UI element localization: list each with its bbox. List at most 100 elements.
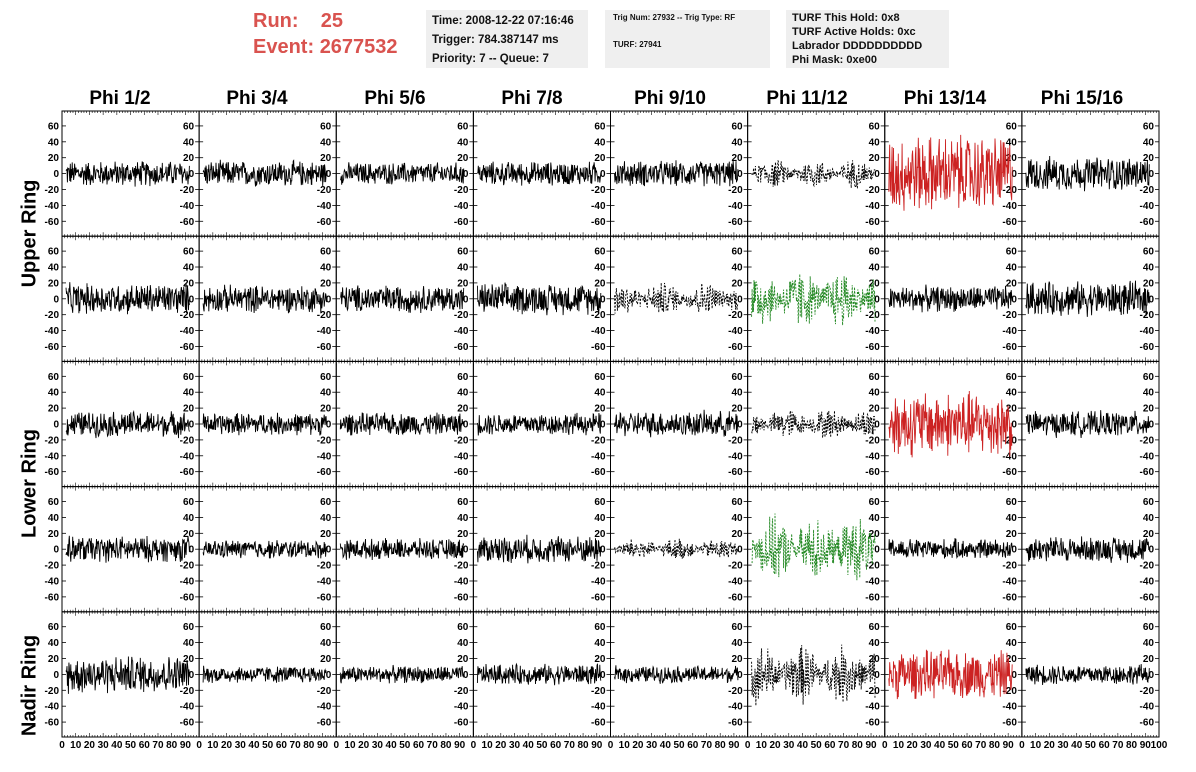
waveform-trace [65, 161, 190, 187]
y-tick-label: 0 [874, 420, 880, 431]
y-tick-label: -60 [1140, 718, 1155, 729]
y-tick-label: -20 [1002, 310, 1017, 321]
y-tick-label: -40 [865, 326, 880, 337]
y-tick-label: 40 [594, 513, 606, 524]
priority-text: Priority: 7 -- Queue: 7 [432, 53, 549, 65]
y-tick-label: 20 [320, 529, 332, 540]
y-tick-label: 0 [463, 294, 469, 305]
y-tick-label: -40 [728, 576, 743, 587]
y-tick-label: 60 [457, 247, 469, 258]
y-tick-label: 40 [320, 263, 332, 274]
y-tick-label: 0 [189, 169, 195, 180]
y-tick-label: -40 [1002, 326, 1017, 337]
y-tick-label: 20 [183, 278, 195, 289]
run-value: 25 [320, 10, 344, 32]
y-tick-label: -60 [454, 467, 469, 478]
y-tick-label: 20 [183, 529, 195, 540]
column-header-phi-1-2: Phi 1/2 [89, 88, 151, 109]
y-tick-label: 60 [594, 247, 606, 258]
y-tick-label: -60 [317, 342, 332, 353]
y-tick-label: 20 [1143, 153, 1155, 164]
panel-frame [747, 486, 886, 613]
y-tick-label: 60 [1143, 372, 1155, 383]
y-tick-label: 0 [53, 420, 59, 431]
waveform-trace [888, 134, 1013, 211]
y-tick-label: -20 [45, 686, 60, 697]
column-header-phi-9-10: Phi 9/10 [634, 88, 706, 109]
y-tick-label: -40 [1140, 201, 1155, 212]
y-tick-label: 60 [1006, 622, 1018, 633]
y-tick-label: 0 [1148, 169, 1154, 180]
y-tick-label: -60 [317, 217, 332, 228]
y-tick-label: 40 [48, 263, 60, 274]
y-tick-label: 0 [189, 545, 195, 556]
y-tick-label: 40 [869, 263, 881, 274]
y-tick-label: 20 [594, 404, 606, 415]
y-tick-label: 20 [732, 153, 744, 164]
y-tick-label: 40 [1143, 638, 1155, 649]
y-tick-label: -20 [180, 185, 195, 196]
waveform-panel-r4-c1: -60 -40 -20 0 20 40 60 [198, 611, 337, 738]
y-tick-label: 20 [594, 153, 606, 164]
y-tick-label: -40 [1002, 702, 1017, 713]
y-tick-label: -60 [45, 718, 60, 729]
waveform-panel-r3-c2: -60 -40 -20 0 20 40 60 [335, 486, 474, 613]
y-tick-label: 20 [183, 404, 195, 415]
waveform-panel-r1-c2: -60 -40 -20 0 20 40 60 [335, 235, 474, 362]
waveform-panel-r2-c3: -60 -40 -20 0 20 40 60 [472, 360, 611, 488]
y-tick-label: 40 [320, 638, 332, 649]
waveform-trace [65, 656, 190, 694]
y-tick-label: -40 [865, 201, 880, 212]
y-tick-label: -40 [317, 451, 332, 462]
y-tick-label: 20 [457, 153, 469, 164]
y-tick-label: 40 [1006, 263, 1018, 274]
y-tick-label: 40 [732, 388, 744, 399]
y-tick-label: -40 [591, 326, 606, 337]
waveform-panel-r1-c7: -60 -40 -20 0 20 40 60 [1021, 235, 1160, 362]
y-tick-label: -40 [454, 451, 469, 462]
y-tick-label: -20 [45, 561, 60, 572]
y-tick-label: -40 [317, 201, 332, 212]
y-tick-label: 20 [457, 654, 469, 665]
y-tick-label: 60 [320, 247, 332, 258]
y-tick-label: 0 [1011, 169, 1017, 180]
waveform-panel-r0-c4: -60 -40 -20 0 20 40 60 [610, 110, 749, 237]
y-tick-label: -60 [1002, 217, 1017, 228]
waveform-trace [751, 513, 876, 581]
y-tick-label: 40 [457, 137, 469, 148]
y-tick-label: 20 [48, 529, 60, 540]
y-tick-label: -20 [180, 686, 195, 697]
y-tick-label: -40 [1002, 201, 1017, 212]
y-tick-label: -20 [865, 561, 880, 572]
y-tick-label: 60 [594, 372, 606, 383]
y-tick-label: 20 [48, 278, 60, 289]
y-tick-label: 0 [463, 545, 469, 556]
y-tick-label: 60 [183, 121, 195, 132]
waveform-trace [614, 282, 739, 314]
y-tick-label: 60 [457, 121, 469, 132]
y-tick-label: 20 [1006, 654, 1018, 665]
y-tick-label: 20 [457, 278, 469, 289]
y-tick-label: -20 [317, 561, 332, 572]
y-tick-label: -20 [591, 686, 606, 697]
y-tick-label: -60 [728, 217, 743, 228]
waveform-trace [614, 664, 739, 684]
waveform-trace [65, 410, 190, 439]
y-tick-label: 0 [463, 670, 469, 681]
time-text: Time: 2008-12-22 07:16:46 [432, 15, 574, 27]
y-tick-label: -60 [180, 217, 195, 228]
y-tick-label: -20 [1002, 686, 1017, 697]
waveform-panel-r2-c2: -60 -40 -20 0 20 40 60 [335, 360, 474, 488]
waveform-trace [888, 390, 1013, 458]
column-header-phi-3-4: Phi 3/4 [226, 88, 288, 109]
y-tick-label: 40 [869, 513, 881, 524]
y-tick-label: 20 [594, 529, 606, 540]
y-tick-label: 60 [48, 497, 60, 508]
y-tick-label: -20 [865, 686, 880, 697]
y-tick-label: -40 [1002, 451, 1017, 462]
y-tick-label: 0 [874, 670, 880, 681]
y-tick-label: -40 [180, 326, 195, 337]
waveform-panel-r2-c7: -60 -40 -20 0 20 40 60 [1021, 360, 1160, 488]
y-tick-label: -60 [1140, 342, 1155, 353]
